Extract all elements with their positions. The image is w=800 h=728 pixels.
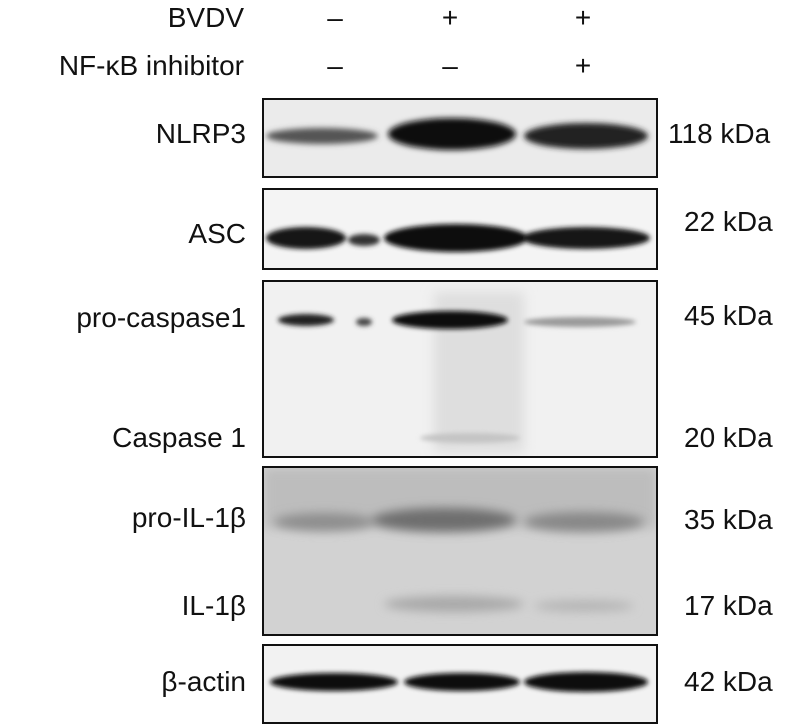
bvdv-sign-lane-1: –: [327, 2, 343, 33]
size-beta-actin: 42 kDa: [684, 666, 773, 697]
label-beta-actin: β-actin: [161, 666, 246, 697]
nfkb-sign-lane-1: –: [327, 50, 343, 81]
blot-image-asc: [266, 224, 650, 252]
band-nlrp3-lane-2: [388, 118, 516, 150]
label-nlrp3: NLRP3: [155, 118, 246, 149]
label-caspase1: Caspase 1: [112, 422, 246, 453]
blot-image-nlrp3: [266, 118, 648, 150]
header-label-nfkb-inhibitor: NF-κB inhibitor: [58, 50, 244, 81]
blot-panel-asc: [262, 188, 658, 270]
bvdv-sign-lane-2: +: [441, 2, 459, 33]
band-procaspase1-lane-3: [524, 317, 636, 327]
band-proil1b-lane-2: [372, 508, 516, 532]
label-proil1b: pro-IL-1β: [131, 502, 246, 533]
size-procaspase1: 45 kDa: [684, 300, 773, 331]
band-actin-lane-1: [270, 673, 398, 691]
blot-image-caspase1: [278, 292, 636, 452]
blot-panel-nlrp3: [262, 98, 658, 178]
header-label-bvdv: BVDV: [167, 2, 244, 33]
label-asc: ASC: [188, 218, 246, 249]
band-proil1b-lane-3: [524, 512, 644, 532]
band-proil1b-lane-1: [274, 513, 374, 531]
blot-panel-beta-actin: [262, 644, 658, 724]
band-procaspase1-lane-2: [392, 311, 508, 329]
blot-image-il1b: [264, 468, 656, 612]
band-asc-lane-3: [522, 227, 650, 249]
band-caspase1-lane-2: [420, 433, 520, 443]
size-asc: 22 kDa: [684, 206, 773, 237]
size-proil1b: 35 kDa: [684, 504, 773, 535]
band-actin-lane-2: [404, 673, 520, 691]
nfkb-sign-lane-2: –: [442, 50, 458, 81]
band-nlrp3-lane-3: [524, 123, 648, 149]
size-il1b: 17 kDa: [684, 590, 773, 621]
band-procaspase1-lane-1b: [356, 318, 372, 326]
band-asc-lane-2: [384, 224, 528, 252]
size-caspase1: 20 kDa: [684, 422, 773, 453]
label-il1b: IL-1β: [181, 590, 246, 621]
band-nlrp3-lane-1: [266, 128, 378, 144]
band-asc-lane-1b: [348, 234, 380, 246]
label-procaspase1: pro-caspase1: [76, 302, 246, 333]
band-procaspase1-lane-1: [278, 314, 334, 326]
band-actin-lane-3: [524, 672, 648, 692]
bvdv-sign-lane-3: +: [574, 2, 592, 33]
band-il1b-lane-3: [534, 600, 634, 612]
band-il1b-lane-2: [384, 596, 524, 612]
blot-panel-caspase1: [262, 280, 658, 458]
blot-panel-il1b: [262, 466, 658, 636]
size-nlrp3: 118 kDa: [668, 118, 771, 149]
nfkb-sign-lane-3: +: [574, 50, 592, 81]
band-asc-lane-1: [266, 227, 346, 249]
blot-image-beta-actin: [270, 672, 648, 692]
